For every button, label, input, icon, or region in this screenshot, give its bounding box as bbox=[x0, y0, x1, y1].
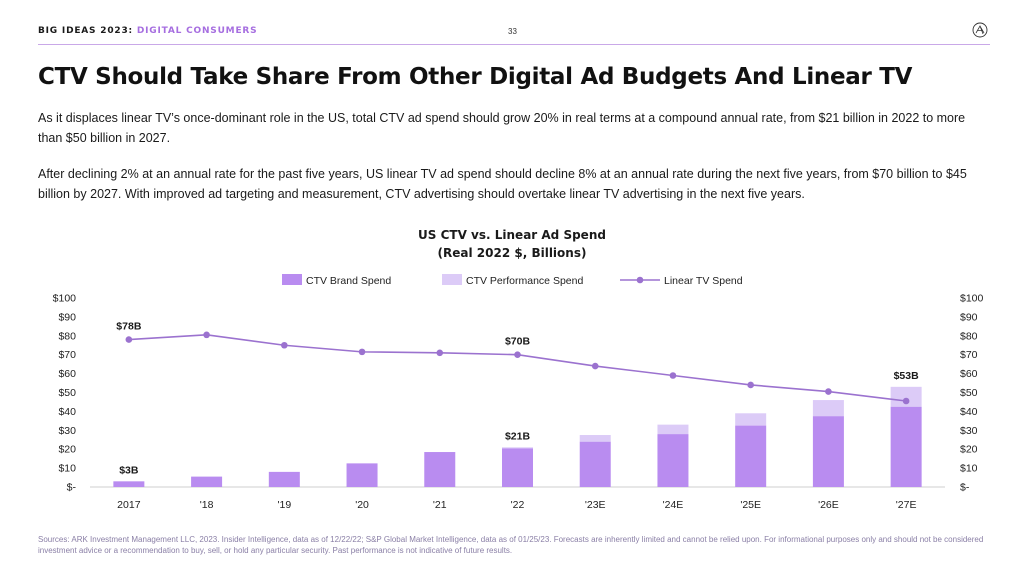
line-point-linear-tv bbox=[358, 348, 366, 356]
legend-swatch bbox=[282, 274, 302, 285]
y-tick-label-left: $50 bbox=[58, 387, 76, 399]
bar-ctv-performance-spend bbox=[890, 386, 922, 407]
page-number: 33 bbox=[508, 27, 517, 36]
top-bar: BIG IDEAS 2023: DIGITAL CONSUMERS 33 bbox=[38, 22, 990, 45]
y-tick-label-left: $30 bbox=[58, 425, 76, 437]
data-label: $3B bbox=[119, 464, 139, 476]
line-point-linear-tv bbox=[591, 362, 599, 370]
y-tick-label-right: $40 bbox=[960, 406, 978, 418]
bar-ctv-brand-spend bbox=[191, 476, 223, 487]
y-tick-label-right: $100 bbox=[960, 293, 984, 305]
legend-marker bbox=[636, 276, 644, 284]
bar-ctv-brand-spend bbox=[113, 481, 145, 487]
line-point-linear-tv bbox=[203, 331, 210, 339]
x-tick-label: '22 bbox=[511, 499, 525, 511]
source-footnote: Sources: ARK Investment Management LLC, … bbox=[38, 535, 984, 555]
line-point-linear-tv bbox=[902, 397, 910, 405]
report-brand: BIG IDEAS 2023: DIGITAL CONSUMERS bbox=[38, 26, 257, 36]
bar-ctv-brand-spend bbox=[890, 406, 922, 487]
line-point-linear-tv bbox=[514, 351, 521, 359]
bar-ctv-brand-spend bbox=[268, 471, 300, 487]
y-tick-label-right: $90 bbox=[960, 311, 978, 323]
legend-label: CTV Performance Spend bbox=[466, 275, 583, 287]
y-tick-label-right: $50 bbox=[960, 387, 978, 399]
chart-title: US CTV vs. Linear Ad Spend (Real 2022 $,… bbox=[0, 226, 1024, 262]
y-tick-label-left: $80 bbox=[58, 330, 76, 342]
y-tick-label-right: $20 bbox=[960, 444, 978, 456]
y-tick-label-right: $70 bbox=[960, 349, 978, 361]
line-point-linear-tv bbox=[436, 349, 444, 357]
y-tick-label-left: $90 bbox=[58, 311, 76, 323]
paragraph-linear-decline: After declining 2% at an annual rate for… bbox=[38, 167, 967, 201]
bar-ctv-performance-spend bbox=[502, 447, 533, 449]
chart-title-line2: (Real 2022 $, Billions) bbox=[437, 246, 587, 260]
data-label: $70B bbox=[505, 336, 531, 348]
bar-ctv-brand-spend bbox=[579, 441, 611, 487]
line-point-linear-tv bbox=[747, 381, 754, 389]
y-tick-label-left: $60 bbox=[58, 368, 76, 380]
data-label: $21B bbox=[505, 430, 531, 442]
legend-label: CTV Brand Spend bbox=[306, 275, 391, 287]
bar-ctv-brand-spend bbox=[502, 448, 533, 487]
bar-ctv-brand-spend bbox=[812, 416, 844, 487]
paragraph-ctv-growth: As it displaces linear TV’s once-dominan… bbox=[38, 111, 966, 145]
y-tick-label-right: $30 bbox=[960, 425, 978, 437]
bar-ctv-performance-spend bbox=[579, 435, 611, 442]
y-tick-label-left: $70 bbox=[58, 349, 76, 361]
x-tick-label: '26E bbox=[818, 499, 839, 511]
section-name: DIGITAL CONSUMERS bbox=[136, 26, 258, 36]
data-label: $78B bbox=[116, 321, 142, 333]
x-tick-label: '25E bbox=[740, 499, 761, 511]
data-label: $53B bbox=[894, 370, 920, 382]
x-tick-label: '23E bbox=[585, 499, 606, 511]
bar-ctv-performance-spend bbox=[735, 413, 767, 426]
y-tick-label-left: $10 bbox=[58, 463, 76, 475]
y-tick-label-left: $20 bbox=[58, 444, 76, 456]
y-tick-label-left: $- bbox=[67, 482, 77, 494]
bar-ctv-brand-spend bbox=[735, 425, 767, 487]
y-tick-label-right: $60 bbox=[960, 368, 978, 380]
page-title: CTV Should Take Share From Other Digital… bbox=[38, 64, 913, 90]
ark-logo-icon bbox=[972, 22, 988, 38]
x-tick-label: '21 bbox=[433, 499, 447, 511]
x-tick-label: '18 bbox=[200, 499, 214, 511]
x-tick-label: '24E bbox=[663, 499, 684, 511]
y-tick-label-right: $80 bbox=[960, 330, 978, 342]
y-tick-label-left: $100 bbox=[53, 293, 77, 305]
y-tick-label-right: $- bbox=[960, 482, 970, 494]
bar-ctv-brand-spend bbox=[424, 452, 456, 487]
x-tick-label: '27E bbox=[896, 499, 917, 511]
brand-name: BIG IDEAS 2023 bbox=[38, 26, 129, 36]
bar-ctv-brand-spend bbox=[657, 434, 689, 487]
legend-swatch bbox=[442, 274, 462, 285]
chart-title-line1: US CTV vs. Linear Ad Spend bbox=[418, 228, 606, 242]
x-tick-label: 2017 bbox=[117, 499, 141, 511]
line-point-linear-tv bbox=[669, 372, 677, 379]
line-point-linear-tv bbox=[125, 336, 133, 343]
bar-ctv-performance-spend bbox=[812, 400, 844, 417]
line-point-linear-tv bbox=[281, 341, 288, 349]
bar-ctv-brand-spend bbox=[346, 463, 378, 487]
ad-spend-chart: $- $- $10 $10 $20 $20 $30 $30 $40 $40 $50 $50 $60 $60… bbox=[53, 274, 984, 511]
line-point-linear-tv bbox=[825, 388, 832, 395]
x-tick-label: '19 bbox=[277, 499, 291, 511]
legend-label: Linear TV Spend bbox=[664, 275, 743, 287]
x-tick-label: '20 bbox=[355, 499, 369, 511]
brand-separator: : bbox=[128, 26, 137, 36]
y-tick-label-right: $10 bbox=[960, 463, 978, 475]
y-tick-label-left: $40 bbox=[58, 406, 76, 418]
bar-ctv-performance-spend bbox=[657, 424, 689, 435]
